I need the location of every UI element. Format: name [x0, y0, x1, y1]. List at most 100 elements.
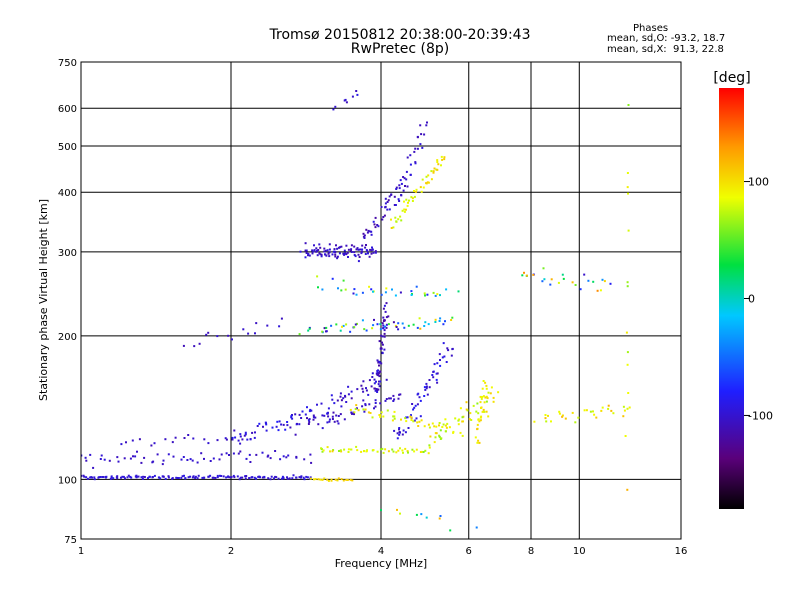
data-point: [337, 287, 339, 290]
data-point: [324, 253, 326, 256]
data-point: [267, 454, 270, 457]
data-point: [311, 249, 314, 252]
data-point: [384, 291, 387, 294]
data-point: [330, 478, 333, 481]
data-point: [363, 450, 366, 452]
data-point: [622, 405, 625, 408]
data-point: [626, 281, 629, 284]
data-point: [310, 461, 313, 464]
data-point: [377, 374, 380, 377]
data-point: [332, 449, 335, 451]
data-point: [407, 324, 410, 327]
data-point: [404, 208, 407, 211]
data-point: [423, 133, 426, 136]
data-point: [452, 431, 455, 434]
data-point: [233, 476, 236, 479]
data-point: [416, 403, 419, 406]
data-point: [405, 170, 408, 173]
colorbar-tick-label: -100: [748, 409, 773, 422]
data-point: [401, 449, 404, 452]
data-point: [433, 425, 436, 428]
data-point: [216, 335, 219, 338]
data-point: [377, 383, 380, 386]
data-point: [625, 331, 628, 334]
data-point: [255, 477, 257, 480]
data-point: [420, 513, 423, 516]
axis-ticks: 1 2 4 6 8 10 16 75 100 200 300 400 500 600 750: [58, 58, 687, 557]
data-point: [603, 280, 606, 283]
data-point: [321, 330, 324, 333]
data-point: [212, 457, 215, 460]
data-point: [544, 417, 547, 420]
data-point: [413, 419, 416, 422]
data-point: [362, 399, 365, 402]
data-point: [418, 317, 421, 320]
data-point: [382, 415, 385, 418]
data-point: [361, 387, 364, 390]
data-point: [445, 426, 448, 429]
data-point: [376, 450, 379, 453]
data-point: [393, 195, 396, 198]
data-point: [371, 246, 373, 249]
data-point: [404, 431, 407, 434]
data-point: [413, 406, 416, 409]
data-point: [355, 293, 358, 296]
data-point: [436, 159, 439, 162]
data-point: [444, 430, 447, 433]
data-point: [395, 220, 398, 223]
data-point: [241, 438, 244, 441]
data-point: [295, 423, 298, 426]
data-point: [365, 329, 368, 332]
data-point: [357, 248, 360, 251]
data-point: [436, 362, 439, 365]
data-point: [356, 449, 359, 452]
data-point: [384, 448, 387, 451]
data-point: [480, 415, 483, 418]
data-point: [370, 249, 373, 252]
data-point: [374, 216, 377, 219]
data-point: [483, 410, 486, 413]
data-point: [391, 448, 394, 451]
data-point: [355, 404, 358, 407]
data-point: [232, 452, 235, 455]
data-point: [258, 422, 261, 425]
data-point: [410, 294, 413, 296]
data-point: [182, 344, 185, 347]
data-point: [285, 456, 288, 459]
data-point: [308, 418, 311, 421]
data-point: [424, 321, 427, 324]
data-point: [386, 201, 389, 203]
data-point: [110, 476, 113, 479]
grid: [81, 62, 681, 539]
data-point: [306, 476, 309, 479]
data-point: [423, 425, 426, 428]
data-point: [395, 186, 398, 189]
data-point: [550, 278, 553, 281]
data-point: [415, 448, 418, 451]
data-point: [216, 474, 219, 477]
data-point: [238, 478, 241, 481]
data-point: [180, 476, 183, 479]
data-point: [346, 251, 349, 254]
data-point: [291, 414, 293, 416]
data-point: [410, 414, 412, 417]
data-point: [123, 457, 126, 460]
data-point: [400, 418, 402, 421]
data-point: [392, 415, 395, 418]
data-point: [157, 476, 160, 479]
data-point: [363, 237, 366, 239]
data-point: [326, 478, 329, 481]
data-point: [392, 226, 395, 229]
data-point: [304, 256, 307, 259]
data-point: [309, 408, 312, 411]
data-point: [323, 327, 326, 330]
data-point: [361, 248, 364, 251]
data-point: [336, 399, 339, 402]
data-point: [392, 450, 395, 453]
data-point: [351, 479, 354, 482]
data-point: [255, 453, 258, 456]
data-point: [320, 402, 323, 405]
data-point: [93, 476, 96, 479]
data-point: [361, 319, 364, 322]
